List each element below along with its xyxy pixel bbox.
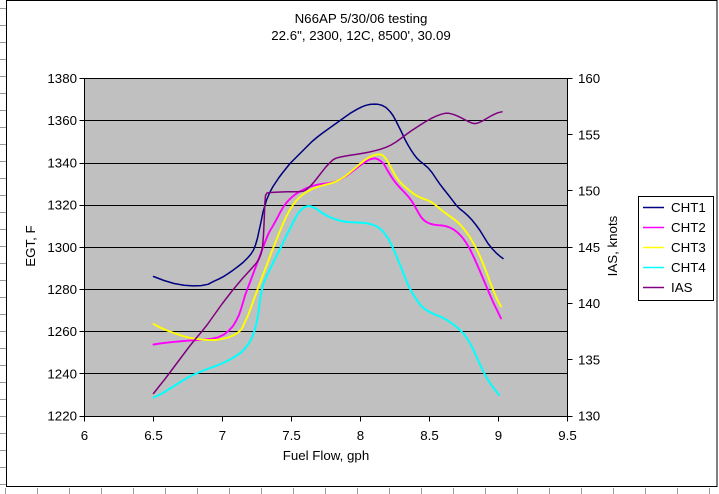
svg-text:135: 135 bbox=[578, 352, 600, 367]
svg-text:9: 9 bbox=[495, 428, 502, 443]
svg-text:CHT4: CHT4 bbox=[671, 260, 706, 275]
svg-text:CHT2: CHT2 bbox=[671, 220, 706, 235]
svg-text:Fuel Flow, gph: Fuel Flow, gph bbox=[283, 448, 369, 463]
svg-text:CHT1: CHT1 bbox=[671, 200, 706, 215]
svg-text:IAS, knots: IAS, knots bbox=[605, 215, 620, 276]
svg-text:8: 8 bbox=[357, 428, 364, 443]
svg-text:1300: 1300 bbox=[47, 240, 77, 255]
svg-text:145: 145 bbox=[578, 240, 600, 255]
svg-text:1320: 1320 bbox=[47, 198, 77, 213]
svg-text:6: 6 bbox=[81, 428, 88, 443]
svg-text:6.5: 6.5 bbox=[144, 428, 163, 443]
svg-text:9.5: 9.5 bbox=[558, 428, 577, 443]
svg-text:N66AP 5/30/06 testing: N66AP 5/30/06 testing bbox=[295, 11, 428, 26]
svg-text:EGT, F: EGT, F bbox=[23, 225, 38, 266]
svg-text:22.6", 2300, 12C, 8500', 30.09: 22.6", 2300, 12C, 8500', 30.09 bbox=[271, 28, 451, 43]
svg-text:160: 160 bbox=[578, 71, 600, 86]
svg-text:1380: 1380 bbox=[47, 71, 77, 86]
svg-text:130: 130 bbox=[578, 409, 600, 424]
svg-text:7.5: 7.5 bbox=[282, 428, 301, 443]
svg-text:140: 140 bbox=[578, 296, 600, 311]
svg-text:1220: 1220 bbox=[47, 409, 77, 424]
svg-text:150: 150 bbox=[578, 184, 600, 199]
svg-text:1340: 1340 bbox=[47, 155, 77, 170]
svg-text:155: 155 bbox=[578, 127, 600, 142]
svg-text:7: 7 bbox=[219, 428, 226, 443]
svg-text:CHT3: CHT3 bbox=[671, 240, 706, 255]
svg-text:1280: 1280 bbox=[47, 282, 77, 297]
svg-text:1240: 1240 bbox=[47, 366, 77, 381]
svg-text:IAS: IAS bbox=[671, 280, 693, 295]
svg-text:1260: 1260 bbox=[47, 324, 77, 339]
svg-text:1360: 1360 bbox=[47, 113, 77, 128]
svg-text:8.5: 8.5 bbox=[420, 428, 439, 443]
